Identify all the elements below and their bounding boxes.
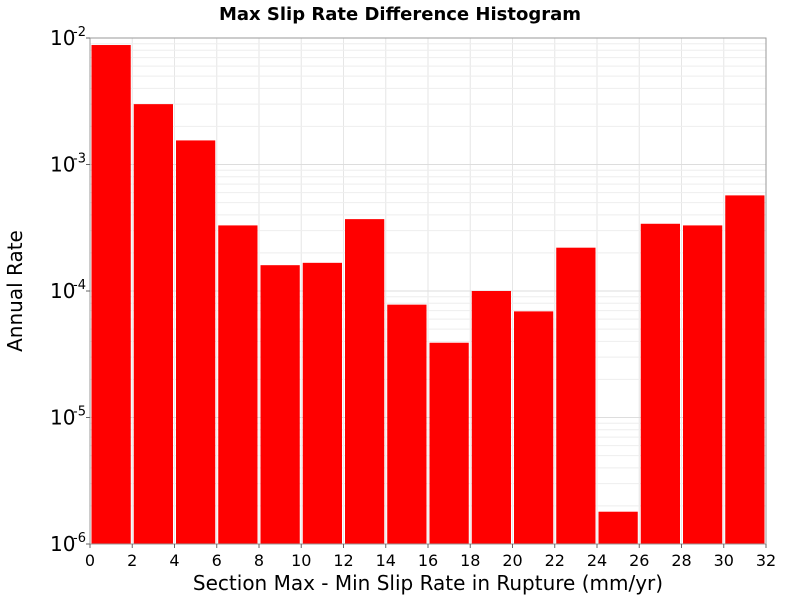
bars xyxy=(91,45,765,544)
histogram-bar xyxy=(429,342,469,544)
histogram-bar xyxy=(725,195,765,544)
histogram-bar xyxy=(598,511,638,544)
x-tick-label: 4 xyxy=(169,551,179,570)
y-tick-exponent: -5 xyxy=(73,405,86,420)
y-tick-exponent: -6 xyxy=(73,531,86,546)
histogram-bar xyxy=(556,247,596,544)
histogram-bar xyxy=(514,311,554,544)
x-tick-label: 22 xyxy=(545,551,565,570)
x-tick-label: 6 xyxy=(212,551,222,570)
histogram-bar xyxy=(91,45,131,544)
y-tick-label: 10 xyxy=(50,279,75,303)
y-tick-label: 10 xyxy=(50,26,75,50)
histogram-bar xyxy=(387,304,427,544)
histogram-bar xyxy=(133,104,173,544)
histogram-bar xyxy=(471,291,511,544)
x-tick-label: 0 xyxy=(85,551,95,570)
x-tick-label: 2 xyxy=(127,551,137,570)
x-tick-label: 24 xyxy=(587,551,607,570)
histogram-bar xyxy=(302,262,342,544)
x-tick-label: 14 xyxy=(376,551,396,570)
y-tick-label: 10 xyxy=(50,153,75,177)
y-tick-label: 10 xyxy=(50,406,75,430)
y-axis-label: Annual Rate xyxy=(3,230,27,352)
y-tick-exponent: -4 xyxy=(73,278,86,293)
x-tick-label: 16 xyxy=(418,551,438,570)
x-axis-label: Section Max - Min Slip Rate in Rupture (… xyxy=(193,571,663,595)
y-tick-label: 10 xyxy=(50,532,75,556)
x-tick-label: 26 xyxy=(629,551,649,570)
x-tick-label: 30 xyxy=(714,551,734,570)
chart-title: Max Slip Rate Difference Histogram xyxy=(219,4,581,25)
y-axis-ticks: 10-610-510-410-310-2 xyxy=(50,25,90,556)
x-tick-label: 20 xyxy=(502,551,522,570)
histogram-bar xyxy=(345,219,385,544)
x-tick-label: 10 xyxy=(291,551,311,570)
x-tick-label: 8 xyxy=(254,551,264,570)
x-tick-label: 32 xyxy=(756,551,776,570)
x-tick-label: 28 xyxy=(671,551,691,570)
histogram-bar xyxy=(218,225,258,544)
y-tick-exponent: -3 xyxy=(73,152,86,167)
x-tick-label: 12 xyxy=(333,551,353,570)
histogram-bar xyxy=(176,140,216,544)
histogram-bar xyxy=(260,265,300,544)
x-axis-ticks: 0 2 4 6 8 10 12 14 16 18 20 22 24 26 28 30 32 xyxy=(85,544,776,570)
histogram-bar xyxy=(683,225,723,544)
histogram-bar xyxy=(640,223,680,544)
y-tick-exponent: -2 xyxy=(73,25,86,40)
x-tick-label: 18 xyxy=(460,551,480,570)
